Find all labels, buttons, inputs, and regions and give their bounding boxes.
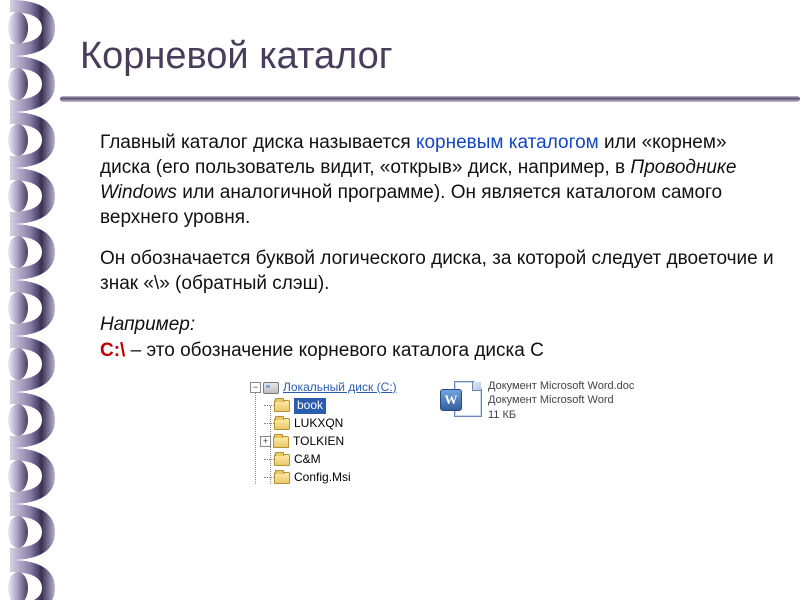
- folder-tree: − Локальный диск (C:) book LUKXQN +: [250, 379, 420, 487]
- tree-root-label: Локальный диск (C:): [283, 380, 397, 396]
- paragraph-2: Он обозначается буквой логического диска…: [100, 246, 780, 296]
- document-type: Документ Microsoft Word: [488, 393, 634, 408]
- tree-item: C&M: [250, 451, 420, 469]
- highlight-root-catalog: корневым каталогом: [416, 132, 599, 153]
- slide-title: Корневой каталог: [60, 35, 790, 78]
- example-label: Например: [100, 314, 190, 335]
- example-figure: − Локальный диск (C:) book LUKXQN +: [250, 379, 780, 487]
- tree-item: LUKXQN: [250, 415, 420, 433]
- folder-icon: [273, 436, 289, 448]
- document-name: Документ Microsoft Word.doc: [488, 379, 634, 394]
- disk-icon: [263, 382, 279, 394]
- word-document-icon: W: [440, 379, 482, 421]
- folder-icon: [274, 454, 290, 466]
- tree-item-label: C&M: [294, 452, 321, 468]
- example-rest: – это обозначение корневого каталога дис…: [125, 340, 544, 361]
- paragraph-1: Главный каталог диска называется корневы…: [100, 130, 780, 230]
- tree-item: Config.Msi: [250, 469, 420, 487]
- title-underline: [60, 96, 800, 102]
- folder-icon: [274, 472, 290, 484]
- expand-icon: +: [260, 436, 271, 447]
- text: Главный каталог диска называется: [100, 132, 416, 153]
- document-meta: Документ Microsoft Word.doc Документ Mic…: [488, 379, 634, 424]
- document-preview: W Документ Microsoft Word.doc Документ M…: [440, 379, 634, 424]
- tree-root: − Локальный диск (C:): [250, 379, 420, 397]
- text: :: [190, 314, 195, 335]
- slide-body: Главный каталог диска называется корневы…: [60, 130, 790, 487]
- slide-content: Корневой каталог Главный каталог диска н…: [60, 35, 790, 487]
- tree-item: book: [250, 397, 420, 415]
- tree-item-label: book: [294, 398, 326, 414]
- text: или аналогичной программе). Он является …: [100, 182, 722, 228]
- example-code: C:\: [100, 340, 125, 361]
- tree-item-label: TOLKIEN: [293, 434, 344, 450]
- tree-item-label: LUKXQN: [294, 416, 343, 432]
- paragraph-example: Например: C:\ – это обозначение корневог…: [100, 312, 780, 362]
- folder-icon: [274, 400, 290, 412]
- tree-item: + TOLKIEN: [250, 433, 420, 451]
- folder-icon: [274, 418, 290, 430]
- collapse-icon: −: [250, 382, 261, 393]
- tree-item-label: Config.Msi: [294, 470, 351, 486]
- document-size: 11 КБ: [488, 408, 634, 423]
